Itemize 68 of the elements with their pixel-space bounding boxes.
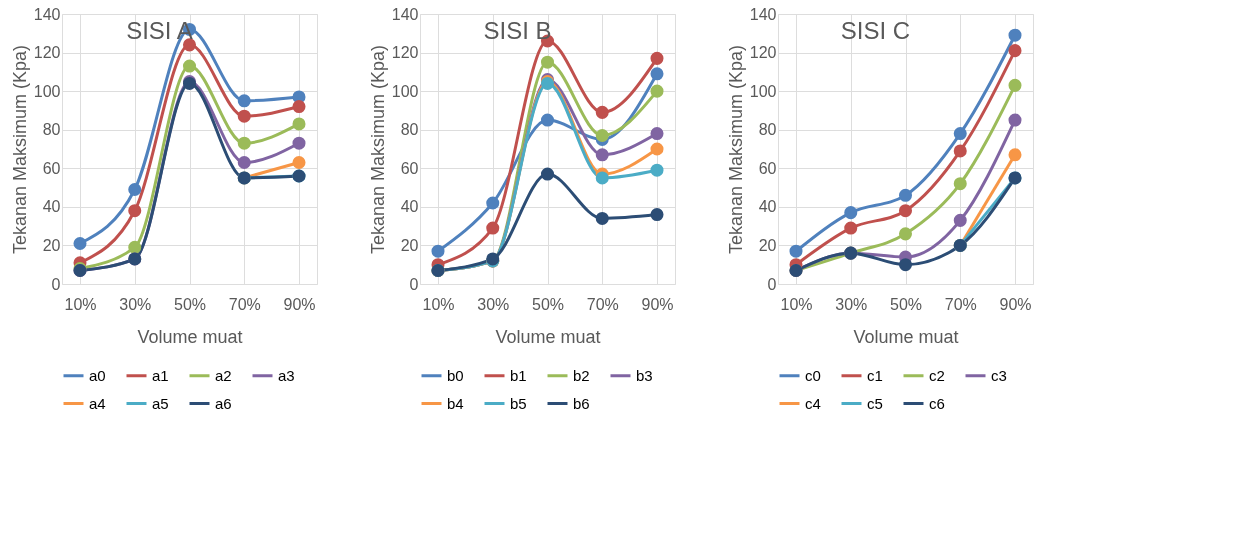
y-tick-label: 120 (391, 44, 419, 62)
y-tick-label: 140 (33, 5, 61, 23)
x-tick-label: 50% (889, 295, 923, 313)
y-tick-label: 20 (400, 236, 419, 254)
legend-label: b1 (510, 366, 527, 384)
x-tick-label: 50% (173, 295, 207, 313)
legend-label: c2 (929, 366, 945, 384)
legend-label: a5 (152, 394, 169, 412)
legend-label: a1 (152, 366, 169, 384)
x-tick-label: 30% (119, 295, 152, 313)
y-tick-label: 100 (33, 82, 61, 100)
legend-label: a0 (89, 366, 106, 384)
y-tick-label: 120 (749, 44, 777, 62)
x-tick-label: 10% (780, 295, 813, 313)
y-tick-label: 60 (42, 159, 61, 177)
y-tick-label: 60 (758, 159, 777, 177)
legend-label: a3 (278, 366, 295, 384)
y-tick-label: 40 (758, 198, 777, 216)
legend-label: b5 (510, 394, 527, 412)
x-tick-label: 50% (531, 295, 565, 313)
legend-label: b6 (573, 394, 590, 412)
y-axis-title: Tekanan Maksimum (Kpa) (725, 44, 746, 255)
legend-label: a2 (215, 366, 232, 384)
x-axis-title: Volume muat (137, 326, 243, 347)
x-tick-label: 10% (64, 295, 97, 313)
legend-label: b3 (636, 366, 653, 384)
x-tick-label: 70% (228, 295, 261, 313)
y-tick-label: 0 (767, 275, 777, 293)
legend-label: c3 (991, 366, 1007, 384)
x-tick-label: 10% (422, 295, 455, 313)
x-tick-label: 90% (999, 295, 1032, 313)
legend-label: c6 (929, 394, 945, 412)
x-tick-label: 90% (283, 295, 316, 313)
legend-label: c4 (805, 394, 821, 412)
y-tick-label: 0 (51, 275, 61, 293)
legend-label: b4 (447, 394, 464, 412)
legend-label: b2 (573, 366, 590, 384)
y-tick-label: 100 (391, 82, 419, 100)
y-tick-label: 80 (42, 121, 61, 139)
y-tick-label: 60 (400, 159, 419, 177)
legend-label: c5 (867, 394, 883, 412)
y-tick-label: 0 (409, 275, 419, 293)
chart-title: SISI C (840, 17, 911, 44)
y-tick-label: 80 (758, 121, 777, 139)
x-tick-label: 30% (477, 295, 510, 313)
y-tick-label: 140 (749, 5, 777, 23)
y-tick-label: 40 (400, 198, 419, 216)
chart-title: SISI B (483, 17, 552, 44)
legend-label: a4 (89, 394, 106, 412)
x-tick-label: 90% (641, 295, 674, 313)
y-tick-label: 100 (749, 82, 777, 100)
y-tick-label: 120 (33, 44, 61, 62)
y-tick-label: 40 (42, 198, 61, 216)
x-tick-label: 70% (586, 295, 619, 313)
x-tick-label: 30% (835, 295, 868, 313)
legend-label: c0 (805, 366, 821, 384)
y-tick-label: 20 (42, 236, 61, 254)
y-tick-label: 20 (758, 236, 777, 254)
x-axis-title: Volume muat (495, 326, 601, 347)
y-axis-title: Tekanan Maksimum (Kpa) (9, 44, 30, 255)
x-tick-label: 70% (944, 295, 977, 313)
y-tick-label: 140 (391, 5, 419, 23)
y-tick-label: 80 (400, 121, 419, 139)
legend-label: c1 (867, 366, 883, 384)
x-axis-title: Volume muat (853, 326, 959, 347)
legend-label: b0 (447, 366, 464, 384)
legend-label: a6 (215, 394, 232, 412)
y-axis-title: Tekanan Maksimum (Kpa) (367, 44, 388, 255)
